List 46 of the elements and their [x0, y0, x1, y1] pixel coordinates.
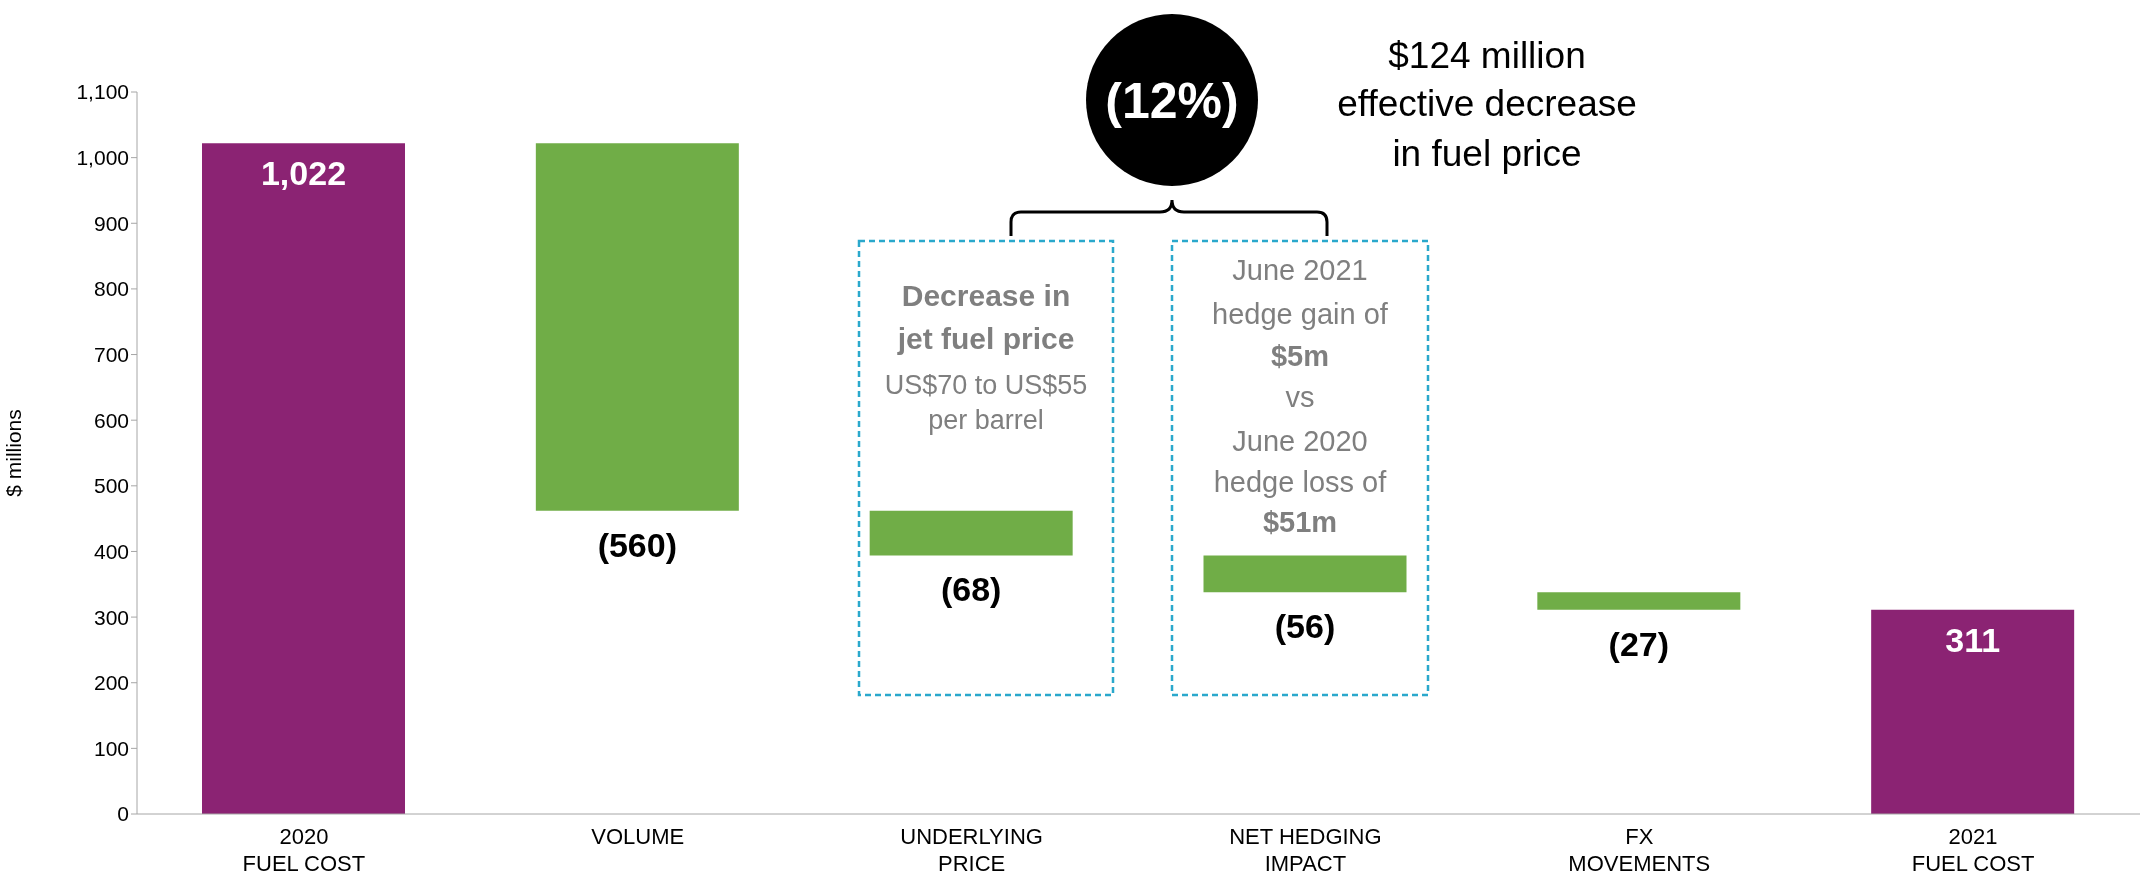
y-tick-label: 300: [93, 605, 129, 629]
text: $124 million: [1388, 35, 1586, 77]
x-tick-label: NET HEDGING IMPACT: [1229, 824, 1382, 876]
bar: [1537, 592, 1741, 610]
y-tick-label: 1,000: [76, 146, 129, 170]
annotation: hedge gain of: [1212, 298, 1389, 331]
x-tick-label: 2021 FUEL COST: [1911, 824, 2035, 876]
annotation: effective decrease: [1337, 83, 1637, 125]
data-label: (68): [940, 570, 1002, 609]
bar: [202, 143, 405, 814]
x-tick-label: UNDERLYING PRICE: [900, 824, 1043, 876]
y-tick-label: 700: [93, 343, 129, 366]
y-tick-label: 200: [93, 671, 129, 695]
bar: [1871, 609, 2075, 814]
annotation: vs: [1285, 381, 1315, 414]
x-tick-label: FX MOVEMENTS: [1568, 824, 1711, 876]
bar: [535, 143, 739, 511]
y-tick-label: 100: [93, 736, 129, 760]
x-tick-label: VOLUME: [591, 824, 685, 849]
annotation: (12%): [1105, 73, 1239, 129]
y-tick-label: 1,100: [76, 80, 129, 104]
y-axis-title: $ millions: [2, 409, 26, 497]
data-label: (560): [597, 525, 678, 564]
y-tick-label: 800: [93, 277, 129, 301]
bar: [869, 510, 1073, 556]
y-tick-label: 400: [93, 539, 129, 563]
annotation: per barrel: [928, 404, 1044, 435]
data-label: (27): [1608, 624, 1670, 663]
annotation: June 2021: [1232, 254, 1368, 287]
annotation: Decrease in: [901, 278, 1071, 312]
annotation: June 2020: [1232, 425, 1368, 458]
data-label: (56): [1274, 607, 1336, 646]
y-tick-label: 0: [117, 802, 129, 826]
annotation: hedge loss of: [1213, 466, 1388, 499]
y-tick-label: 500: [93, 474, 129, 498]
annotation: $5m: [1270, 340, 1330, 373]
annotation: jet fuel price: [896, 321, 1075, 355]
annotation: in fuel price: [1392, 133, 1582, 175]
y-tick-label: 600: [93, 408, 129, 432]
y-tick-label: 900: [93, 211, 129, 235]
annotation: US$70 to US$55: [884, 369, 1088, 400]
x-tick-label: 2020 FUEL COST: [242, 824, 366, 876]
annotation: $51m: [1262, 506, 1338, 539]
bar: [1203, 555, 1407, 593]
data-label: 1,022: [260, 154, 347, 193]
data-label: 311: [1945, 620, 2001, 659]
